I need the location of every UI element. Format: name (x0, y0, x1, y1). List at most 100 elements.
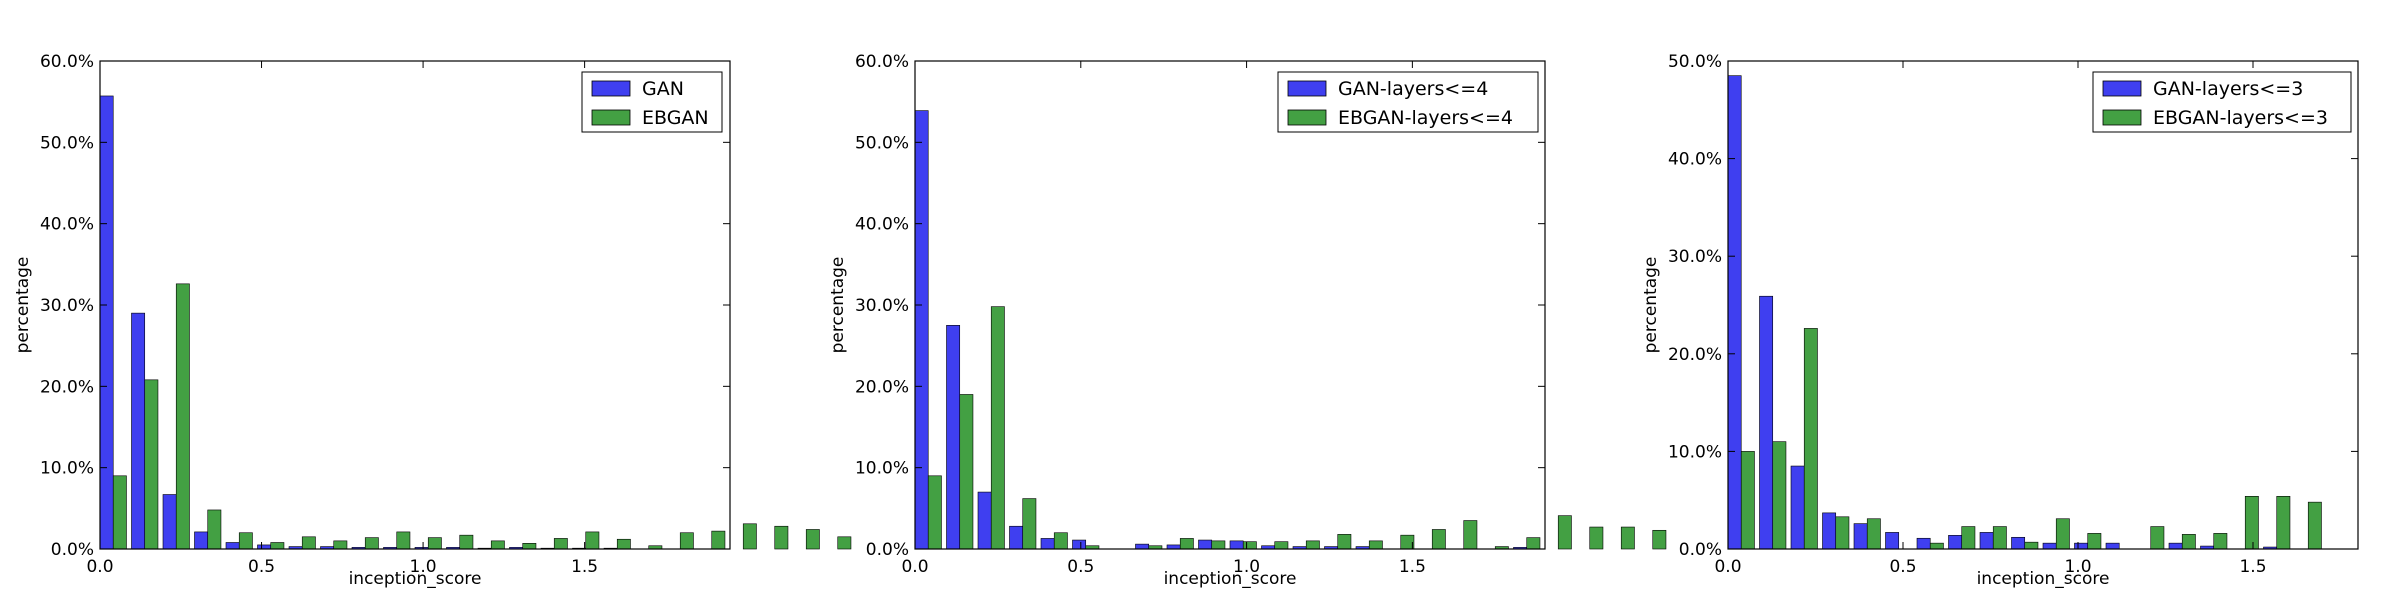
x-tick-label: 1.0 (410, 557, 437, 577)
bar-series1-bin8 (1166, 544, 1181, 550)
legend-label-1: GAN-layers<=4 (1338, 78, 1488, 100)
bar-series2-bin22 (1620, 526, 1635, 550)
bar-series2-bin3 (207, 509, 222, 550)
bar-series2-bin9 (1211, 540, 1226, 550)
bar-series1-bin7 (1135, 543, 1150, 550)
bar-series2-bin8 (364, 537, 379, 550)
bar-series2-bin21 (774, 525, 789, 550)
bar-series2-bin6 (1929, 542, 1944, 550)
y-tick-label: 30.0% (40, 296, 94, 316)
chart-panel-1: 0.0% 10.0% 20.0% 30.0% 40.0% 50.0% 60.0% 0.0 0.5… (13, 52, 852, 589)
y-axis-label: percentage (1641, 257, 1661, 354)
bar-series2-bin4 (238, 532, 253, 550)
bar-series2-bin8 (1179, 538, 1194, 550)
bar-series2-bin23 (1652, 529, 1667, 550)
bar-series1-bin2 (1790, 465, 1805, 550)
bar-series2-bin14 (553, 538, 568, 550)
y-tick-label: 0.0% (866, 540, 909, 560)
bar-series2-bin9 (2024, 541, 2039, 550)
bar-series1-bin6 (1916, 537, 1931, 550)
bar-series1-bin1 (1759, 295, 1774, 550)
bar-series1-bin3 (1822, 512, 1837, 550)
bar-series2-bin1 (1772, 441, 1787, 550)
x-tick-label: 1.5 (571, 557, 598, 577)
bar-series2-bin11 (2087, 533, 2102, 550)
bar-series1-bin9 (2011, 536, 2026, 550)
bar-series2-bin12 (490, 540, 505, 550)
bar-series2-bin23 (837, 536, 852, 550)
x-tick-label: 0.0 (86, 557, 113, 577)
plot-frame (914, 60, 1546, 550)
bar-series2-bin6 (301, 536, 316, 550)
bar-series2-bin16 (1431, 529, 1446, 550)
bar-series2-bin11 (459, 534, 474, 550)
bar-series2-bin19 (1526, 537, 1541, 550)
legend-swatch-2 (1287, 109, 1327, 126)
plot-frame (1727, 60, 2359, 550)
bar-series2-bin18 (679, 532, 694, 550)
bar-series1-bin1 (946, 325, 961, 550)
bar-series2-bin10 (2055, 518, 2070, 550)
bar-series2-bin11 (1274, 541, 1289, 550)
legend-swatch-2 (591, 109, 631, 126)
y-tick-label: 0.0% (1679, 540, 1722, 560)
legend: GAN-layers<=3 EBGAN-layers<=3 (2092, 71, 2352, 133)
bar-series2-bin16 (616, 538, 631, 550)
bar-series2-bin13 (522, 543, 537, 550)
y-tick-label: 10.0% (40, 459, 94, 479)
bar-series2-bin4 (1053, 532, 1068, 550)
x-tick-label: 0.5 (1067, 557, 1094, 577)
bar-series1-bin3 (194, 531, 209, 550)
bar-series2-bin20 (1557, 515, 1572, 550)
y-tick-label: 50.0% (1668, 52, 1722, 72)
bar-series1-bin4 (225, 542, 240, 550)
legend-swatch-2 (2102, 109, 2142, 126)
bar-series1-bin10 (1229, 540, 1244, 550)
bar-series2-bin0 (1740, 451, 1755, 550)
y-tick-label: 40.0% (40, 215, 94, 235)
x-tick-label: 1.5 (2239, 557, 2266, 577)
bar-series2-bin15 (585, 531, 600, 550)
x-axis-label: inception_score (349, 569, 482, 589)
legend-swatch-1 (1287, 80, 1327, 97)
bar-series1-bin2 (977, 491, 992, 550)
x-tick-label: 0.5 (1889, 557, 1916, 577)
y-tick-label: 0.0% (51, 540, 94, 560)
y-tick-label: 60.0% (40, 52, 94, 72)
y-tick-label: 10.0% (855, 459, 909, 479)
bar-series1-bin5 (1885, 532, 1900, 550)
x-tick-label: 0.5 (248, 557, 275, 577)
bar-series1-bin0 (99, 95, 114, 550)
bar-series2-bin18 (2307, 501, 2322, 550)
chart-panel-2: 0.0% 10.0% 20.0% 30.0% 40.0% 50.0% 60.0% 0.0 0.5… (828, 52, 1667, 589)
bar-series2-bin5 (270, 542, 285, 550)
bar-series2-bin15 (2213, 533, 2228, 550)
x-tick-label: 0.0 (901, 557, 928, 577)
bar-series2-bin21 (1589, 526, 1604, 550)
bar-series1-bin8 (1979, 532, 1994, 550)
legend-swatch-1 (591, 80, 631, 97)
bar-series2-bin0 (112, 475, 127, 550)
plot-frame (99, 60, 731, 550)
bar-series1-bin5 (1072, 539, 1087, 550)
bar-series2-bin13 (1337, 534, 1352, 550)
legend-label-2: EBGAN-layers<=4 (1338, 107, 1513, 129)
bar-series2-bin14 (2181, 534, 2196, 550)
bar-series1-bin1 (131, 312, 146, 550)
bar-series2-bin3 (1022, 498, 1037, 550)
bar-series1-bin0 (914, 110, 929, 550)
bar-series2-bin17 (1463, 520, 1478, 550)
bar-series2-bin19 (711, 530, 726, 550)
y-tick-label: 20.0% (855, 377, 909, 397)
bar-series2-bin17 (2276, 495, 2291, 550)
bar-series2-bin0 (927, 475, 942, 550)
bar-series1-bin4 (1853, 523, 1868, 550)
bar-series2-bin8 (1992, 526, 2007, 550)
y-tick-label: 30.0% (1668, 247, 1722, 267)
bar-series1-bin2 (162, 494, 177, 550)
bar-series2-bin22 (805, 529, 820, 550)
y-tick-label: 40.0% (855, 215, 909, 235)
bar-series1-bin5 (257, 544, 272, 550)
bar-series2-bin1 (959, 394, 974, 550)
